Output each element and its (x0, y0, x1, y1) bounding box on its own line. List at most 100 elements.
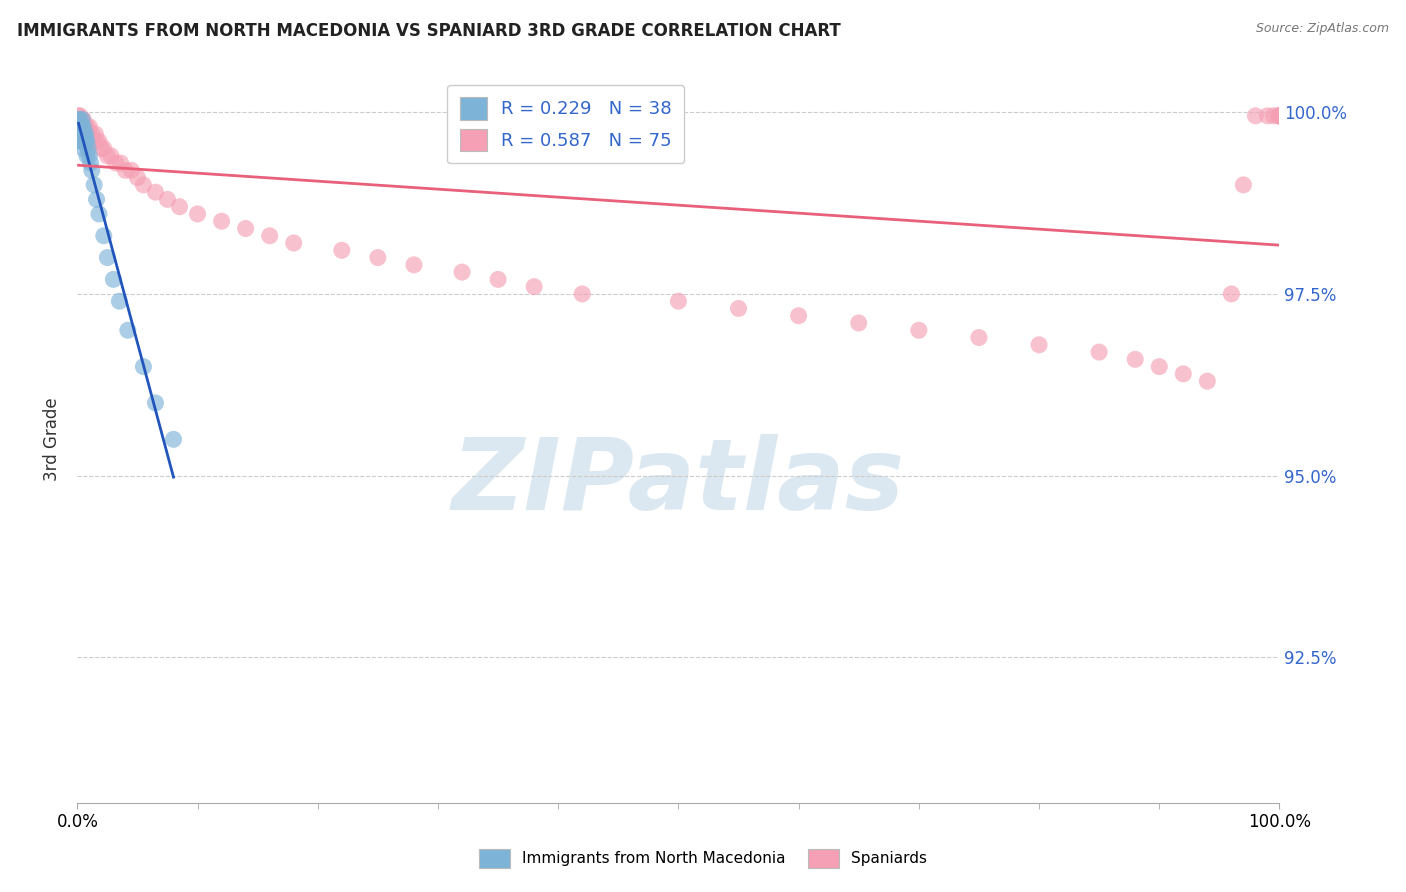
Point (1028, 338, 1050, 352)
Point (1268, 109, 1291, 123)
Point (76, 127, 98, 141)
Point (70, 134, 93, 148)
Point (70, 120, 93, 134)
Point (1268, 109, 1291, 123)
Point (84, 127, 107, 141)
Point (70, 112, 93, 127)
Point (787, 309, 810, 323)
Point (70, 127, 93, 141)
Point (132, 359, 155, 374)
Point (75, 120, 97, 134)
Point (86, 193, 108, 207)
Point (1197, 374, 1219, 388)
Point (120, 163, 142, 178)
Point (967, 330, 990, 344)
Point (75, 127, 97, 141)
Point (67, 112, 90, 127)
Point (69, 112, 91, 127)
Point (87, 134, 110, 148)
Point (93, 141, 115, 155)
Point (330, 244, 353, 258)
Point (162, 432, 184, 446)
Point (145, 185, 167, 199)
Point (70, 120, 93, 134)
Point (70, 127, 93, 141)
Point (67, 109, 90, 123)
Point (283, 235, 305, 250)
Point (1268, 109, 1291, 123)
Text: Source: ZipAtlas.com: Source: ZipAtlas.com (1256, 22, 1389, 36)
Point (73, 127, 96, 141)
Point (79, 149, 101, 163)
Text: ZIPatlas: ZIPatlas (451, 434, 905, 532)
Point (1268, 109, 1291, 123)
Point (96, 149, 118, 163)
Point (72, 112, 94, 127)
Point (668, 294, 690, 309)
Point (72, 141, 94, 155)
Point (83, 178, 105, 192)
Point (169, 200, 191, 214)
Point (90, 141, 112, 155)
Point (1149, 359, 1171, 374)
Point (114, 163, 136, 178)
Point (1088, 345, 1111, 359)
Point (67, 116, 90, 130)
Point (132, 178, 155, 192)
Text: IMMIGRANTS FROM NORTH MACEDONIA VS SPANIARD 3RD GRADE CORRELATION CHART: IMMIGRANTS FROM NORTH MACEDONIA VS SPANI… (17, 22, 841, 40)
Point (127, 170, 149, 185)
Point (73, 120, 96, 134)
Point (79, 156, 101, 170)
Point (1268, 109, 1291, 123)
Point (69, 127, 91, 141)
Point (79, 120, 101, 134)
Point (486, 272, 509, 286)
Point (571, 286, 593, 301)
Point (104, 156, 127, 170)
Point (77, 127, 100, 141)
Point (93, 228, 115, 243)
Point (67, 120, 90, 134)
Point (76, 120, 98, 134)
Point (69, 109, 91, 123)
Point (72, 127, 94, 141)
Point (87, 207, 110, 221)
Point (72, 120, 94, 134)
Point (80, 127, 103, 141)
Point (79, 127, 101, 141)
Point (69, 120, 91, 134)
Point (73, 127, 96, 141)
Point (70, 127, 93, 141)
Point (259, 228, 281, 243)
Point (77, 141, 100, 155)
Point (110, 156, 132, 170)
Point (70, 112, 93, 127)
Point (86, 134, 108, 148)
Point (73, 134, 96, 148)
Point (451, 265, 474, 279)
Point (523, 279, 546, 293)
Point (100, 149, 122, 163)
Legend: R = 0.229   N = 38, R = 0.587   N = 75: R = 0.229 N = 38, R = 0.587 N = 75 (447, 85, 685, 163)
Point (69, 112, 91, 127)
Y-axis label: 3rd Grade: 3rd Grade (44, 398, 62, 481)
Point (103, 272, 125, 286)
Point (76, 134, 98, 148)
Point (402, 258, 425, 272)
Point (156, 193, 179, 207)
Point (908, 323, 931, 337)
Point (1123, 352, 1146, 367)
Point (211, 214, 233, 228)
Point (727, 301, 749, 316)
Point (80, 163, 103, 178)
Point (848, 316, 870, 330)
Point (69, 134, 91, 148)
Point (76, 149, 98, 163)
Point (69, 120, 91, 134)
Point (75, 127, 97, 141)
Point (1268, 109, 1291, 123)
Point (1232, 178, 1254, 192)
Point (1256, 109, 1278, 123)
Point (117, 323, 139, 337)
Point (70, 134, 93, 148)
